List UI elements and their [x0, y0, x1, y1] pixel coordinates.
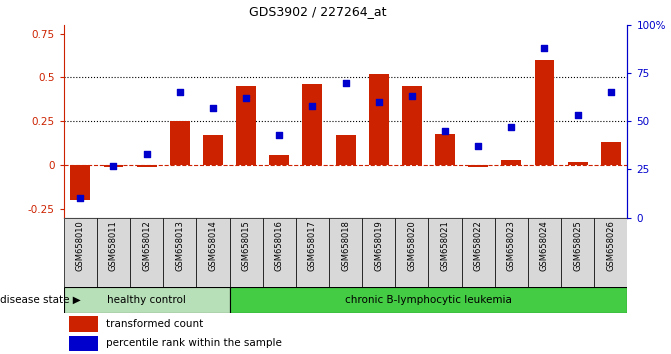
Point	[572, 113, 583, 118]
Bar	[429, 218, 462, 287]
Bar	[296, 218, 329, 287]
Text: GDS3902 / 227264_at: GDS3902 / 227264_at	[249, 5, 386, 18]
Bar	[501, 160, 521, 165]
Text: GSM658019: GSM658019	[374, 220, 383, 270]
Point	[274, 132, 285, 138]
Bar	[64, 287, 229, 313]
Bar	[329, 218, 362, 287]
Point	[440, 128, 450, 134]
Text: GSM658016: GSM658016	[274, 220, 284, 271]
Text: GSM658010: GSM658010	[76, 220, 85, 270]
Bar	[462, 218, 495, 287]
Point	[307, 103, 318, 109]
Point	[373, 99, 384, 105]
Bar	[595, 218, 627, 287]
Bar	[402, 86, 422, 165]
Text: disease state ▶: disease state ▶	[0, 295, 81, 305]
Text: GSM658021: GSM658021	[441, 220, 450, 270]
Point	[207, 105, 218, 110]
Text: transformed count: transformed count	[106, 319, 203, 329]
Bar	[229, 218, 262, 287]
Text: GSM658014: GSM658014	[209, 220, 217, 270]
Text: chronic B-lymphocytic leukemia: chronic B-lymphocytic leukemia	[345, 295, 512, 305]
Bar	[362, 218, 395, 287]
Text: GSM658026: GSM658026	[607, 220, 615, 271]
Text: percentile rank within the sample: percentile rank within the sample	[106, 338, 282, 348]
Bar	[70, 165, 91, 200]
Bar	[369, 74, 389, 165]
Text: GSM658022: GSM658022	[474, 220, 482, 270]
Bar	[170, 121, 190, 165]
Bar	[528, 218, 561, 287]
Point	[539, 45, 550, 51]
Bar	[435, 133, 455, 165]
Bar	[103, 165, 123, 167]
Text: GSM658024: GSM658024	[540, 220, 549, 270]
Point	[340, 80, 351, 85]
Text: GSM658015: GSM658015	[242, 220, 250, 270]
Bar	[197, 218, 229, 287]
Bar	[336, 135, 356, 165]
Text: GSM658017: GSM658017	[308, 220, 317, 271]
Bar	[236, 86, 256, 165]
Bar	[269, 155, 289, 165]
Bar	[262, 218, 296, 287]
Bar	[163, 218, 197, 287]
Bar	[468, 165, 488, 167]
Bar	[561, 218, 595, 287]
Text: GSM658025: GSM658025	[573, 220, 582, 270]
Text: GSM658013: GSM658013	[175, 220, 185, 271]
Bar	[535, 60, 554, 165]
Point	[605, 90, 616, 95]
Text: GSM658018: GSM658018	[341, 220, 350, 271]
Bar	[69, 336, 97, 351]
Bar	[203, 135, 223, 165]
Point	[174, 90, 185, 95]
Point	[108, 163, 119, 169]
Bar	[303, 84, 322, 165]
Bar	[395, 218, 429, 287]
Point	[142, 151, 152, 157]
Bar	[229, 287, 627, 313]
Bar	[137, 165, 156, 167]
Text: healthy control: healthy control	[107, 295, 186, 305]
Point	[407, 93, 417, 99]
Bar	[130, 218, 163, 287]
Point	[473, 143, 484, 149]
Bar	[64, 218, 97, 287]
Bar	[69, 316, 97, 332]
Text: GSM658012: GSM658012	[142, 220, 151, 270]
Text: GSM658011: GSM658011	[109, 220, 118, 270]
Point	[241, 95, 252, 101]
Point	[75, 195, 86, 201]
Point	[506, 124, 517, 130]
Bar	[568, 161, 588, 165]
Bar	[601, 142, 621, 165]
Bar	[97, 218, 130, 287]
Text: GSM658023: GSM658023	[507, 220, 516, 271]
Bar	[495, 218, 528, 287]
Text: GSM658020: GSM658020	[407, 220, 417, 270]
